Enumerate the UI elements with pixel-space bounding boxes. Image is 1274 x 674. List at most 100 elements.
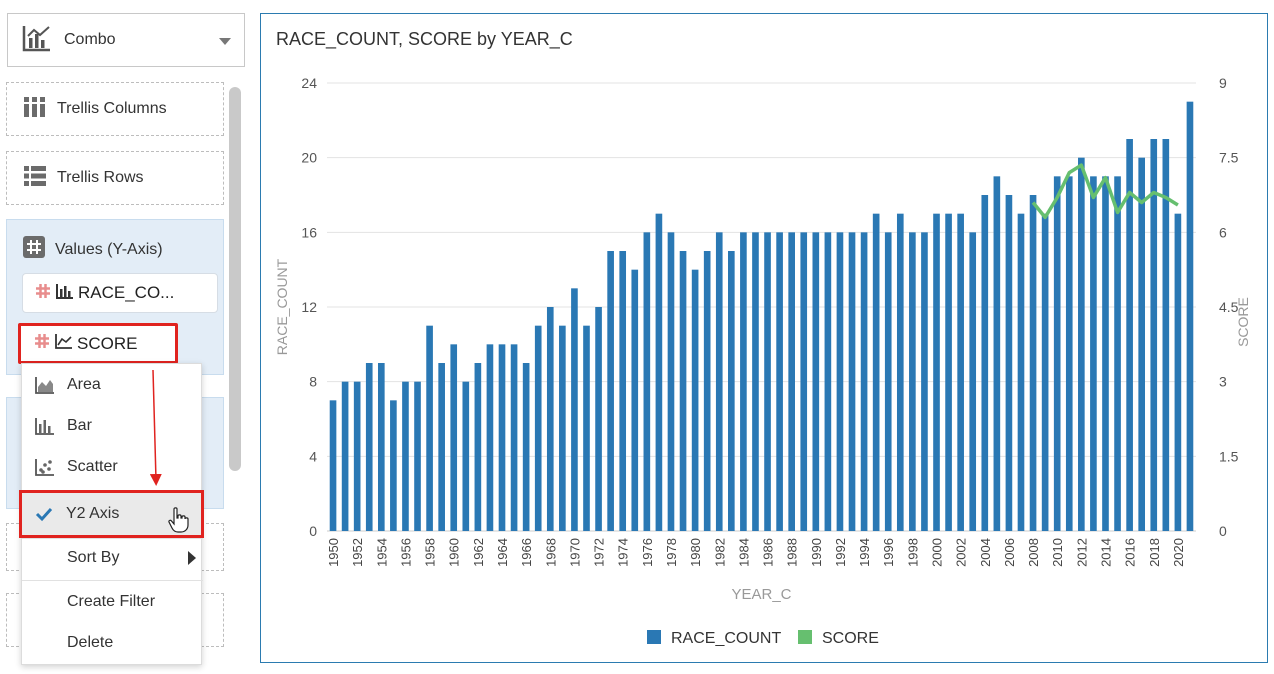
bar-race-count	[1017, 213, 1025, 531]
bar-race-count	[872, 213, 880, 531]
value-pill-label: RACE_CO...	[78, 283, 175, 302]
menu-item-delete[interactable]: Delete	[22, 623, 203, 663]
legend-label-score: SCORE	[822, 630, 879, 647]
x-tick-label: 2012	[1074, 538, 1089, 567]
bar-race-count	[486, 344, 494, 531]
x-tick-label: 2004	[978, 538, 993, 567]
bar-race-count	[800, 232, 808, 532]
bar-race-count	[329, 400, 337, 531]
x-tick-label: 1998	[905, 538, 920, 567]
menu-item-create-filter[interactable]: Create Filter	[22, 582, 203, 622]
trellis-rows-label: Trellis Rows	[57, 169, 144, 186]
values-section-label: Values (Y-Axis)	[55, 240, 163, 258]
legend-label-race-count: RACE_COUNT	[671, 630, 781, 647]
menu-item-label: Y2 Axis	[66, 505, 120, 522]
bar-race-count	[583, 325, 590, 531]
y-tick-label: 12	[301, 299, 317, 315]
measure-hash-icon	[34, 333, 50, 354]
x-tick-label: 2010	[1050, 538, 1065, 567]
bar-race-count	[353, 381, 361, 531]
x-tick-label: 1982	[712, 538, 727, 567]
bar-race-count	[450, 344, 458, 531]
x-tick-label: 1964	[495, 538, 510, 567]
scatter-chart-icon	[35, 458, 55, 476]
bar-race-count	[788, 232, 795, 532]
bar-race-count	[1114, 176, 1121, 532]
bar-race-count	[933, 213, 940, 531]
bar-race-count	[860, 232, 868, 532]
bar-race-count	[631, 269, 639, 531]
bar-race-count	[691, 269, 699, 531]
check-icon	[34, 505, 54, 523]
x-tick-label: 2000	[930, 538, 945, 567]
bar-race-count	[522, 363, 530, 531]
x-tick-label: 2008	[1026, 538, 1041, 567]
y2-tick-label: 7.5	[1219, 150, 1239, 166]
y2-axis-title: SCORE	[1235, 297, 1251, 347]
x-tick-label: 1990	[809, 538, 824, 567]
y-tick-label: 8	[309, 374, 317, 390]
bar-race-count	[546, 307, 554, 531]
bar-chart-icon	[35, 417, 55, 435]
bar-race-count	[619, 251, 627, 531]
menu-item-label: Sort By	[67, 549, 120, 566]
menu-item-label: Bar	[67, 417, 92, 434]
bar-race-count	[776, 232, 783, 532]
bar-race-count	[1186, 101, 1194, 532]
x-tick-label: 2014	[1098, 538, 1113, 567]
x-tick-label: 1952	[350, 538, 365, 567]
bar-race-count	[957, 213, 964, 531]
x-tick-label: 1970	[567, 538, 582, 567]
bar-race-count	[510, 344, 518, 531]
bar-race-count	[764, 232, 771, 532]
y2-tick-label: 3	[1219, 374, 1227, 390]
y2-tick-label: 4.5	[1219, 299, 1239, 315]
y-axis-title: RACE_COUNT	[274, 258, 290, 355]
chart-type-select[interactable]: Combo	[7, 13, 245, 67]
menu-item-scatter[interactable]: Scatter	[22, 447, 203, 487]
menu-item-bar[interactable]: Bar	[22, 406, 203, 446]
x-tick-label: 1950	[326, 538, 341, 567]
bar-race-count	[921, 232, 928, 532]
bar-race-count	[1029, 195, 1037, 531]
trellis-columns-dropzone[interactable]: Trellis Columns	[6, 82, 224, 136]
x-tick-label: 1966	[519, 538, 534, 567]
bar-race-count	[1041, 213, 1049, 531]
x-tick-label: 2018	[1147, 538, 1162, 567]
bar-race-count	[571, 288, 578, 531]
bar-race-count	[848, 232, 856, 532]
menu-item-area[interactable]: Area	[22, 365, 203, 405]
bar-race-count	[498, 344, 506, 531]
x-tick-label: 2002	[954, 538, 969, 567]
x-tick-label: 1956	[398, 538, 413, 567]
menu-divider	[22, 580, 203, 581]
menu-item-label: Scatter	[67, 458, 118, 475]
bar-race-count	[1126, 139, 1133, 531]
x-tick-label: 1992	[833, 538, 848, 567]
trellis-columns-label: Trellis Columns	[57, 100, 167, 117]
bar-race-count	[752, 232, 759, 532]
bar-race-count	[595, 307, 602, 531]
bar-race-count	[981, 195, 989, 531]
x-tick-label: 1962	[471, 538, 486, 567]
y2-tick-label: 0	[1219, 523, 1227, 539]
bar-race-count	[824, 232, 832, 532]
bar-race-count	[365, 363, 373, 531]
chevron-down-icon	[219, 38, 231, 45]
trellis-columns-icon	[23, 96, 47, 123]
value-pill-race-count[interactable]: RACE_CO...	[22, 273, 218, 313]
bar-race-count	[1078, 157, 1085, 531]
menu-divider	[22, 538, 203, 539]
menu-item-sort-by[interactable]: Sort By	[22, 538, 203, 578]
bar-race-count	[993, 176, 1001, 532]
panel-scrollbar[interactable]	[229, 87, 241, 471]
x-tick-label: 1972	[592, 538, 607, 567]
x-tick-label: 2006	[1002, 538, 1017, 567]
trellis-rows-dropzone[interactable]: Trellis Rows	[6, 151, 224, 205]
legend-swatch-race-count	[647, 630, 661, 644]
bar-race-count	[812, 232, 820, 532]
value-pill-score[interactable]: SCORE	[18, 323, 178, 364]
y-tick-label: 20	[301, 150, 317, 166]
context-menu: Area Bar Scatter Y2 Axis Sort By Create …	[19, 363, 204, 665]
line-chart-icon	[55, 333, 73, 354]
